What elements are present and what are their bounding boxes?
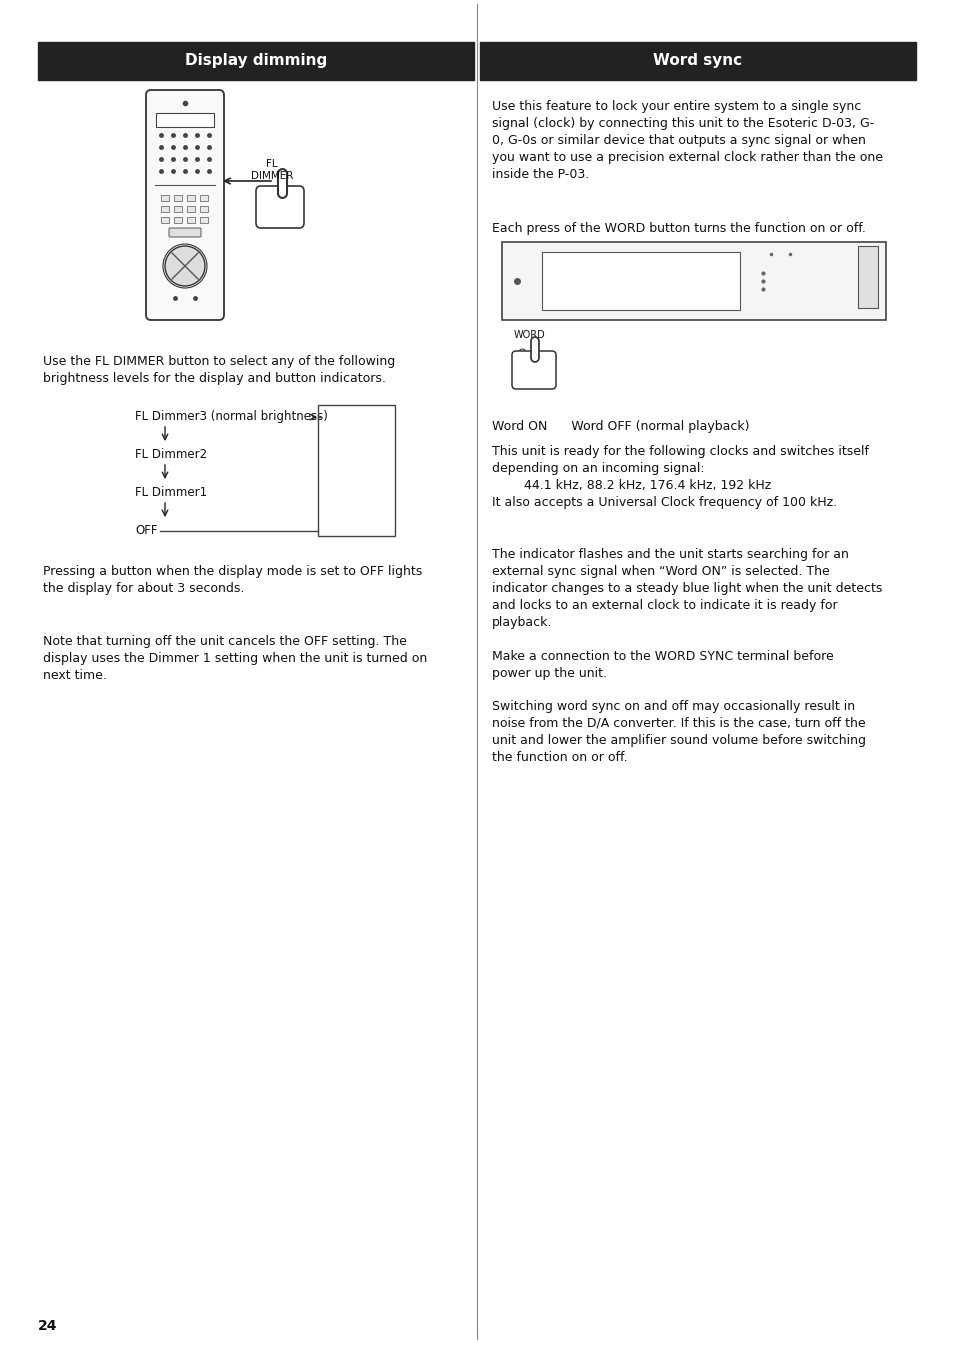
Text: Use this feature to lock your entire system to a single sync
signal (clock) by c: Use this feature to lock your entire sys…	[492, 100, 882, 181]
Bar	[200, 196, 208, 201]
Text: Switching word sync on and off may occasionally result in
noise from the D/A con: Switching word sync on and off may occas…	[492, 700, 865, 764]
Text: FL Dimmer3 (normal brightness): FL Dimmer3 (normal brightness)	[135, 410, 328, 424]
Text: FL
DIMMER: FL DIMMER	[251, 159, 293, 181]
Bar	[187, 217, 194, 223]
Text: Word ON      Word OFF (normal playback): Word ON Word OFF (normal playback)	[492, 420, 749, 433]
Bar	[187, 206, 194, 212]
Bar	[156, 113, 213, 127]
Text: FL Dimmer2: FL Dimmer2	[135, 448, 207, 461]
Text: Each press of the WORD button turns the function on or off.: Each press of the WORD button turns the …	[492, 223, 865, 235]
Bar	[173, 206, 182, 212]
Text: Pressing a button when the display mode is set to OFF lights
the display for abo: Pressing a button when the display mode …	[43, 565, 422, 595]
Bar	[187, 196, 194, 201]
FancyBboxPatch shape	[169, 228, 201, 237]
FancyBboxPatch shape	[255, 186, 304, 228]
Circle shape	[165, 246, 205, 286]
Text: Display dimming: Display dimming	[185, 54, 327, 69]
Bar	[161, 206, 169, 212]
Bar	[161, 217, 169, 223]
Bar	[479, 42, 915, 80]
FancyBboxPatch shape	[512, 351, 556, 389]
Text: The indicator flashes and the unit starts searching for an
external sync signal : The indicator flashes and the unit start…	[492, 548, 882, 629]
Text: Use the FL DIMMER button to select any of the following
brightness levels for th: Use the FL DIMMER button to select any o…	[43, 355, 395, 384]
Text: OFF: OFF	[135, 523, 157, 537]
Bar	[857, 246, 877, 308]
Bar	[173, 217, 182, 223]
Bar	[200, 217, 208, 223]
Bar	[161, 196, 169, 201]
FancyBboxPatch shape	[146, 90, 224, 320]
Bar	[38, 42, 474, 80]
Bar	[200, 206, 208, 212]
Text: WORD: WORD	[514, 331, 545, 340]
Text: Note that turning off the unit cancels the OFF setting. The
display uses the Dim: Note that turning off the unit cancels t…	[43, 635, 427, 683]
Text: Word sync: Word sync	[653, 54, 741, 69]
Bar	[317, 405, 395, 536]
Text: Make a connection to the WORD SYNC terminal before
power up the unit.: Make a connection to the WORD SYNC termi…	[492, 650, 833, 680]
Bar	[541, 252, 740, 310]
Bar	[173, 196, 182, 201]
Text: FL Dimmer1: FL Dimmer1	[135, 486, 207, 499]
Bar	[501, 241, 885, 320]
Text: This unit is ready for the following clocks and switches itself
depending on an : This unit is ready for the following clo…	[492, 445, 868, 509]
Text: 24: 24	[38, 1319, 57, 1333]
